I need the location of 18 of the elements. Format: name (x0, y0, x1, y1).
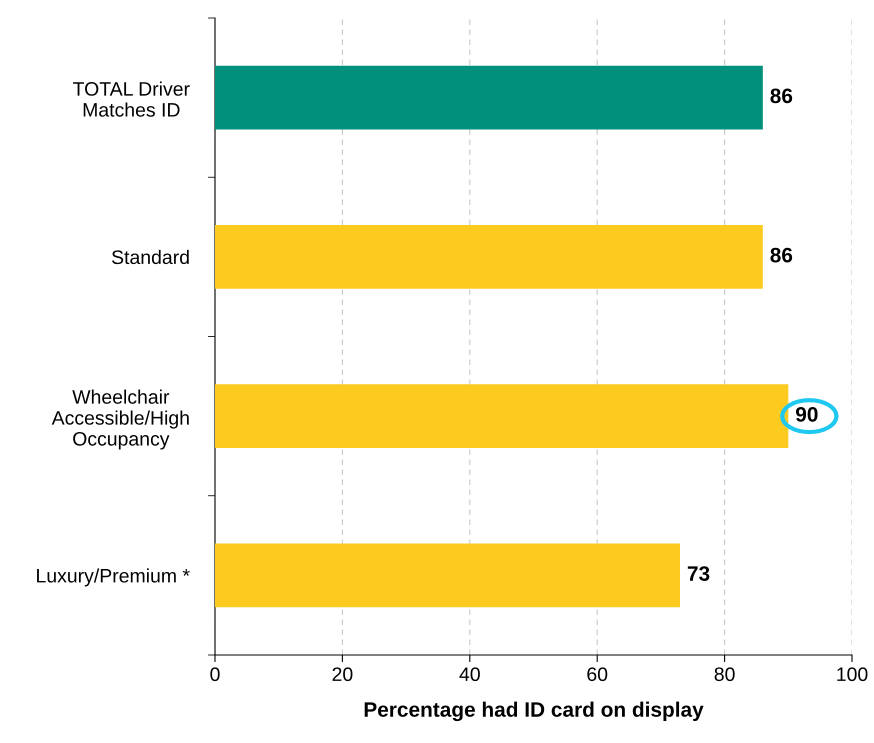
x-tick-label: 20 (332, 667, 352, 682)
y-tick-label: Wheelchair Accessible/High Occupancy (52, 390, 189, 450)
data-label: 86 (770, 248, 792, 262)
x-tick-label: 40 (459, 667, 480, 682)
x-tick-label: 60 (587, 667, 608, 682)
x-tick-label: 100 (837, 667, 868, 682)
data-label: 86 (770, 88, 792, 104)
bar (215, 225, 763, 289)
data-label: 90 (796, 406, 818, 422)
x-tick-label: 80 (714, 667, 735, 682)
data-label: 73 (688, 566, 710, 581)
y-tick-label: TOTAL Driver Matches ID (73, 82, 190, 117)
y-tick-label: Standard (112, 250, 189, 264)
bar (215, 544, 680, 608)
bar (215, 66, 763, 130)
x-tick-label: 0 (210, 667, 220, 682)
y-tick-label: Luxury/Premium * (37, 568, 190, 586)
x-axis-title: Percentage had ID card on display (364, 702, 704, 722)
